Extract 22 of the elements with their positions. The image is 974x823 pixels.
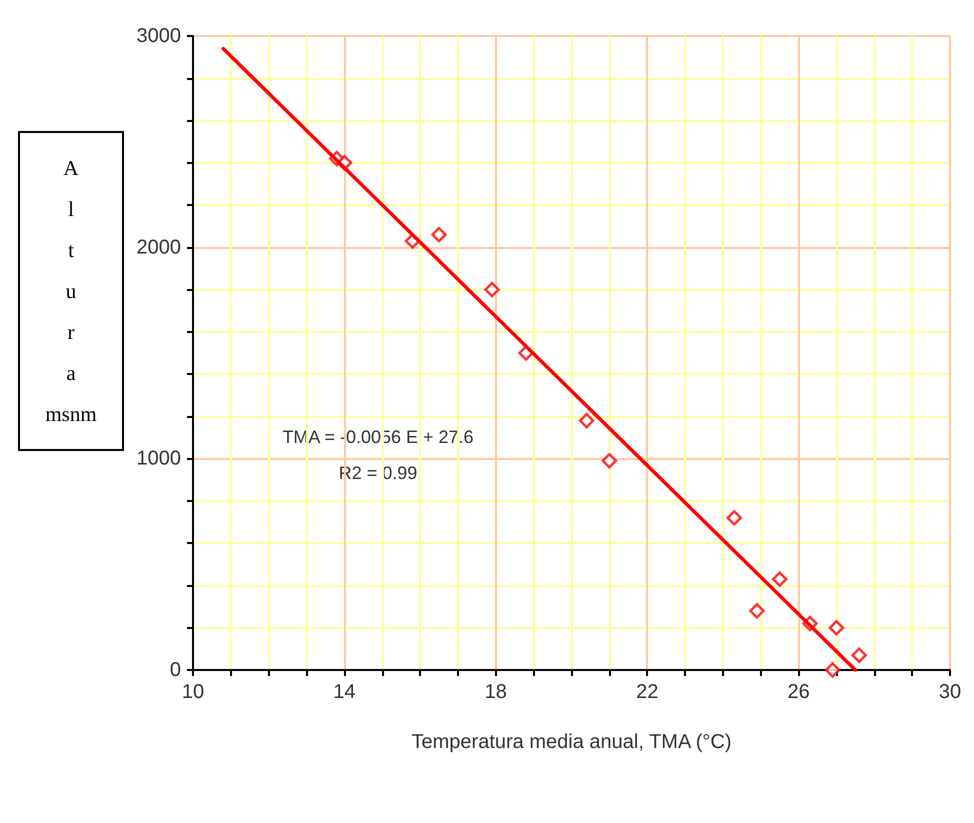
x-axis-title: Temperatura media anual, TMA (°C): [412, 731, 732, 753]
point: [484, 282, 500, 298]
y-tick-label: 2000: [136, 236, 181, 258]
x-tick-label: 22: [636, 681, 658, 703]
point: [851, 647, 867, 663]
x-tick-label: 18: [484, 681, 507, 703]
y-tick-label: 3000: [136, 25, 181, 47]
point: [824, 662, 840, 678]
point: [772, 571, 788, 587]
point: [749, 603, 765, 619]
y-tick-label: 0: [170, 659, 181, 681]
y-axis-title: Altura msnm: [45, 156, 97, 426]
point: [602, 453, 618, 469]
y-tick-label: 1000: [136, 448, 181, 470]
point: [828, 620, 844, 636]
x-tick-label: 26: [787, 681, 810, 703]
x-tick-label: 10: [182, 681, 204, 703]
x-tick-label: 14: [333, 681, 356, 703]
x-tick-label: 30: [938, 681, 962, 703]
point: [726, 510, 742, 526]
point: [431, 226, 447, 242]
point: [578, 412, 594, 428]
